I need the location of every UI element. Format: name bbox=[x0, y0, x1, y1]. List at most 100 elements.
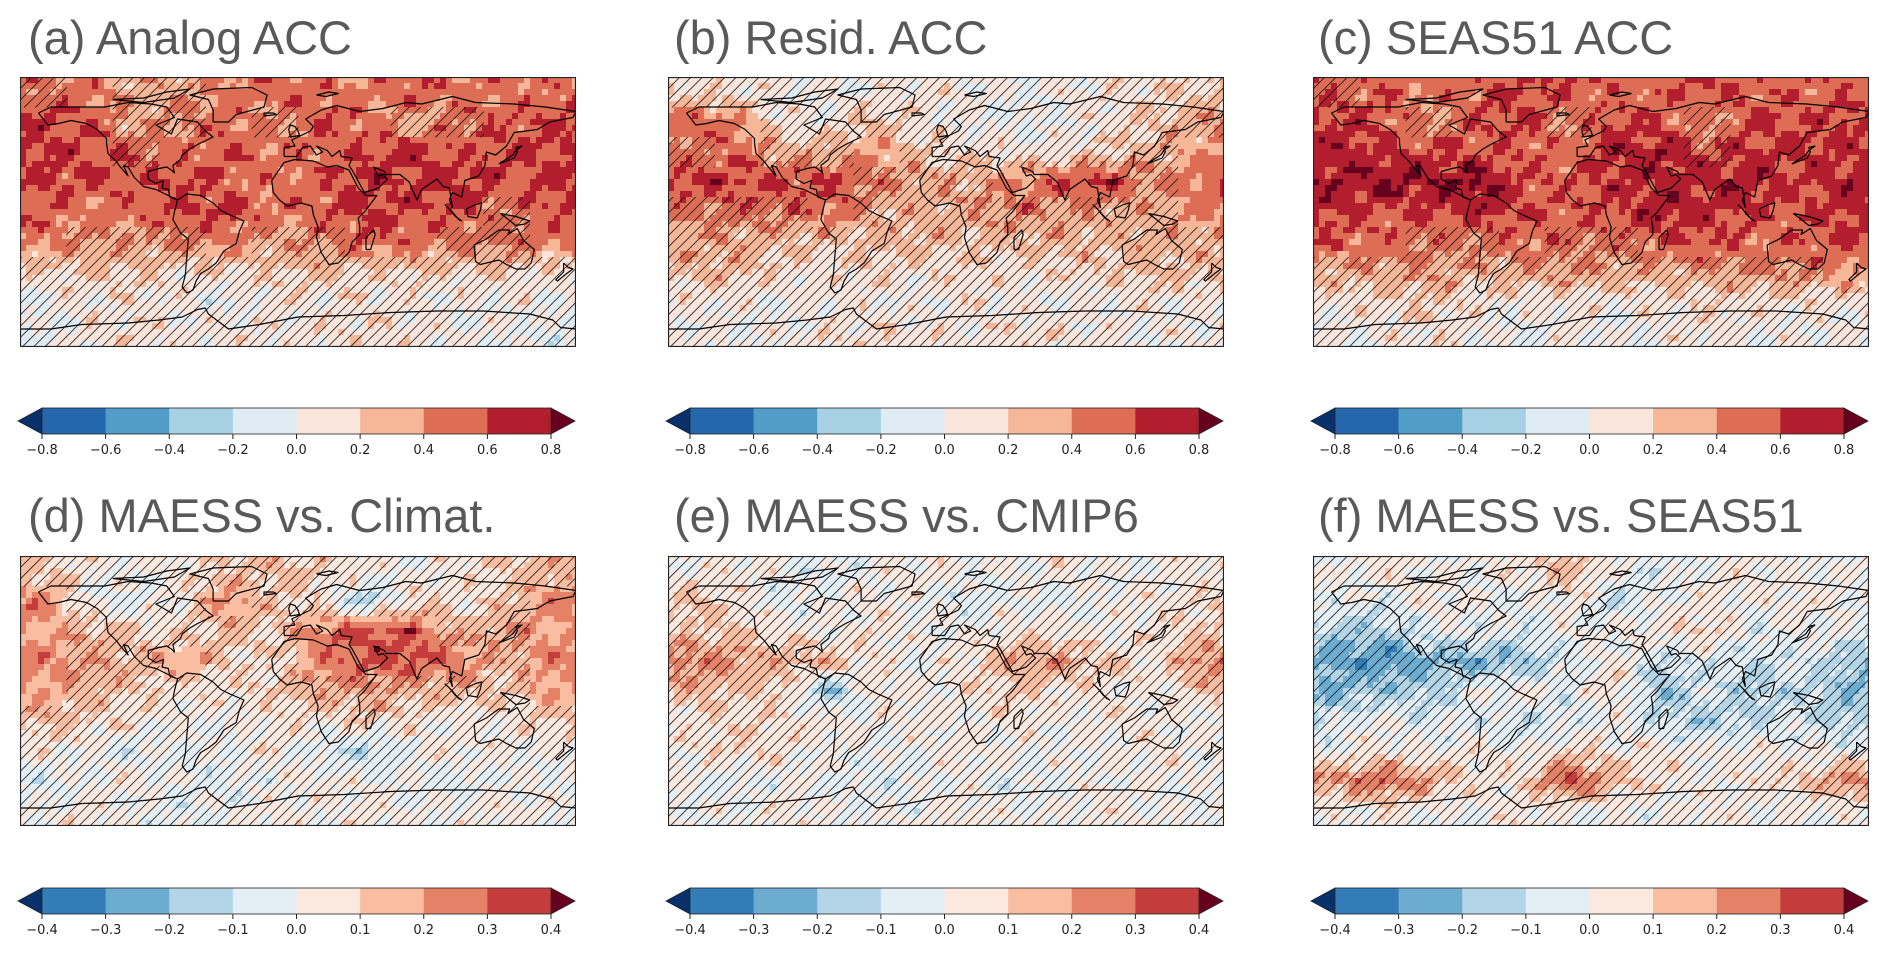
field-cell bbox=[152, 215, 159, 222]
field-cell bbox=[38, 149, 45, 156]
field-cell bbox=[506, 191, 513, 198]
field-cell bbox=[92, 143, 99, 150]
field-cell bbox=[554, 107, 561, 114]
field-cell bbox=[170, 143, 177, 150]
field-cell bbox=[248, 101, 255, 108]
field-cell bbox=[344, 125, 351, 132]
field-cell bbox=[464, 179, 471, 186]
field-cell bbox=[254, 95, 261, 102]
field-cell bbox=[380, 185, 387, 192]
field-cell bbox=[392, 95, 399, 102]
field-cell bbox=[572, 89, 576, 96]
field-cell bbox=[704, 107, 711, 114]
field-cell bbox=[446, 77, 453, 84]
field-cell bbox=[446, 221, 453, 228]
field-cell bbox=[254, 203, 261, 210]
field-cell bbox=[104, 155, 111, 162]
field-cell bbox=[428, 245, 435, 252]
field-cell bbox=[110, 221, 117, 228]
coastline bbox=[271, 158, 378, 266]
field-cell bbox=[416, 251, 423, 258]
field-cell bbox=[398, 233, 405, 240]
field-cell bbox=[236, 113, 243, 120]
field-cell bbox=[542, 239, 549, 246]
field-cell bbox=[272, 101, 279, 108]
field-cell bbox=[182, 209, 189, 216]
field-cell bbox=[410, 221, 417, 228]
field-cell bbox=[536, 137, 543, 144]
field-cell bbox=[86, 95, 93, 102]
field-cell bbox=[542, 113, 549, 120]
field-cell bbox=[248, 245, 255, 252]
field-cell bbox=[536, 149, 543, 156]
field-cell bbox=[344, 131, 351, 138]
field-cell bbox=[296, 167, 303, 174]
field-cell bbox=[416, 227, 423, 234]
field-cell bbox=[266, 191, 273, 198]
field-cell bbox=[320, 185, 327, 192]
field-cell bbox=[38, 179, 45, 186]
field-cell bbox=[446, 155, 453, 162]
field-cell bbox=[278, 179, 285, 186]
field-cell bbox=[368, 131, 375, 138]
field-cell bbox=[458, 197, 465, 204]
field-cell bbox=[80, 95, 87, 102]
field-cell bbox=[224, 215, 231, 222]
field-cell bbox=[86, 179, 93, 186]
field-cell bbox=[392, 203, 399, 210]
field-cell bbox=[296, 179, 303, 186]
field-cell bbox=[32, 107, 39, 114]
field-cell bbox=[188, 209, 195, 216]
field-cell bbox=[152, 191, 159, 198]
field-cell bbox=[320, 119, 327, 126]
field-cell bbox=[212, 209, 219, 216]
field-cell bbox=[530, 125, 537, 132]
field-cell bbox=[380, 161, 387, 168]
field-cell bbox=[50, 137, 57, 144]
field-cell bbox=[260, 155, 267, 162]
field-cell bbox=[104, 83, 111, 90]
field-cell bbox=[224, 251, 231, 258]
field-cell bbox=[68, 113, 75, 120]
field-cell bbox=[410, 101, 417, 108]
field-cell bbox=[560, 77, 567, 84]
field-cell bbox=[206, 125, 213, 132]
field-cell bbox=[374, 95, 381, 102]
field-cell bbox=[56, 137, 63, 144]
field-cell bbox=[404, 179, 411, 186]
field-cell bbox=[182, 197, 189, 204]
field-cell bbox=[488, 149, 495, 156]
field-cell bbox=[542, 107, 549, 114]
field-cell bbox=[326, 137, 333, 144]
field-cell bbox=[362, 173, 369, 180]
field-cell bbox=[554, 137, 561, 144]
field-cell bbox=[296, 119, 303, 126]
field-cell bbox=[188, 149, 195, 156]
field-cell bbox=[248, 221, 255, 228]
field-cell bbox=[86, 203, 93, 210]
field-cell bbox=[272, 185, 279, 192]
field-cell bbox=[380, 197, 387, 204]
field-cell bbox=[104, 167, 111, 174]
field-cell bbox=[74, 191, 81, 198]
field-cell bbox=[350, 239, 357, 246]
field-cell bbox=[116, 173, 123, 180]
field-cell bbox=[536, 221, 543, 228]
field-cell bbox=[422, 83, 429, 90]
field-cell bbox=[362, 227, 369, 234]
field-cell bbox=[260, 179, 267, 186]
field-cell bbox=[368, 155, 375, 162]
field-cell bbox=[452, 179, 459, 186]
field-cell bbox=[470, 83, 477, 90]
field-cell bbox=[482, 101, 489, 108]
field-cell bbox=[350, 173, 357, 180]
field-cell bbox=[236, 197, 243, 204]
field-cell bbox=[92, 77, 99, 84]
field-cell bbox=[560, 101, 567, 108]
field-cell bbox=[104, 221, 111, 228]
field-cell bbox=[392, 239, 399, 246]
field-cell bbox=[32, 125, 39, 132]
field-cell bbox=[74, 77, 81, 84]
field-cell bbox=[542, 227, 549, 234]
field-cell bbox=[566, 113, 573, 120]
